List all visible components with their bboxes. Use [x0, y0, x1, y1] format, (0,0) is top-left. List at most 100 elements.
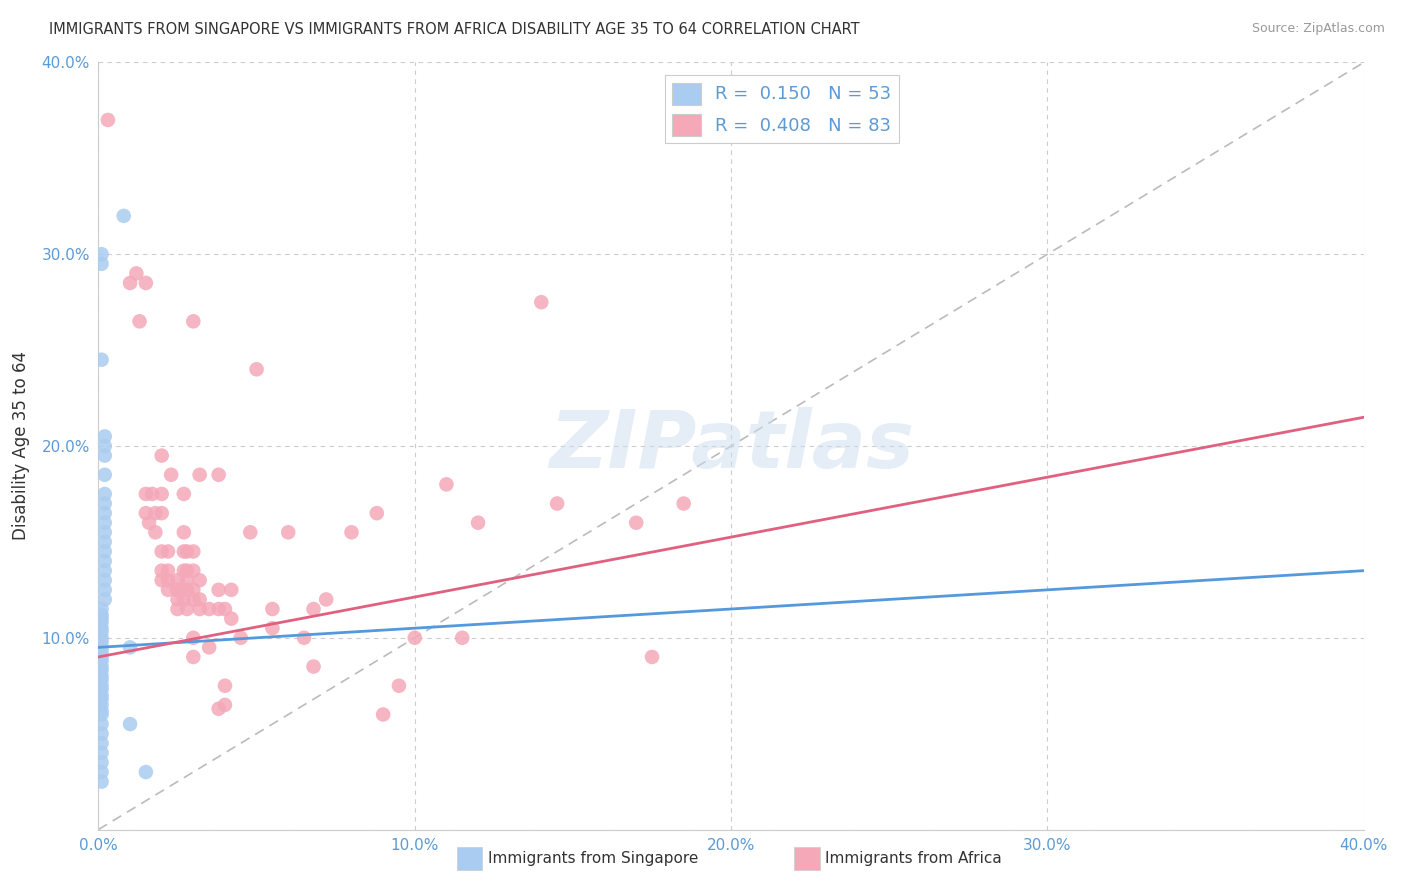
Point: [90, 717, 112, 731]
Point: [166, 582, 188, 597]
Point: [436, 477, 458, 491]
Point: [135, 487, 157, 501]
Point: [138, 516, 160, 530]
Point: [90, 352, 112, 367]
Point: [90, 644, 112, 658]
Point: [120, 276, 141, 290]
Point: [90, 664, 112, 678]
Point: [624, 516, 647, 530]
Point: [90, 612, 112, 626]
Point: [208, 602, 231, 616]
Point: [219, 582, 243, 597]
Point: [404, 631, 426, 645]
Point: [176, 582, 198, 597]
Point: [93, 429, 117, 443]
Legend: R =  0.150   N = 53, R =  0.408   N = 83: R = 0.150 N = 53, R = 0.408 N = 83: [665, 75, 898, 143]
Point: [90, 649, 112, 664]
Point: [93, 439, 117, 453]
Point: [530, 295, 553, 310]
Point: [157, 582, 180, 597]
Point: [90, 669, 112, 683]
Point: [93, 516, 117, 530]
Text: ZIPatlas: ZIPatlas: [548, 407, 914, 485]
Point: [90, 726, 112, 740]
Point: [188, 602, 211, 616]
Point: [150, 449, 173, 463]
Point: [214, 679, 236, 693]
Point: [90, 682, 112, 697]
Point: [90, 698, 112, 712]
Point: [229, 631, 252, 645]
Point: [173, 564, 195, 578]
Point: [112, 209, 135, 223]
Point: [93, 487, 117, 501]
Point: [93, 449, 117, 463]
Point: [120, 717, 141, 731]
Point: [183, 564, 205, 578]
Point: [176, 564, 198, 578]
Point: [371, 707, 394, 722]
Point: [198, 602, 221, 616]
Point: [90, 654, 112, 668]
Point: [262, 602, 284, 616]
Point: [183, 631, 205, 645]
Point: [90, 746, 112, 760]
Point: [93, 467, 117, 482]
Point: [90, 704, 112, 718]
Point: [90, 615, 112, 630]
Point: [166, 592, 188, 607]
Point: [90, 625, 112, 640]
Point: [125, 266, 148, 280]
Text: IMMIGRANTS FROM SINGAPORE VS IMMIGRANTS FROM AFRICA DISABILITY AGE 35 TO 64 CORR: IMMIGRANTS FROM SINGAPORE VS IMMIGRANTS …: [49, 22, 860, 37]
Point: [90, 631, 112, 645]
Point: [183, 592, 205, 607]
Point: [188, 574, 211, 588]
Point: [166, 602, 188, 616]
Point: [90, 607, 112, 622]
Point: [214, 698, 236, 712]
Point: [641, 649, 664, 664]
Point: [90, 659, 112, 673]
Point: [93, 592, 117, 607]
Point: [145, 525, 166, 540]
Text: Source: ZipAtlas.com: Source: ZipAtlas.com: [1251, 22, 1385, 36]
Point: [93, 544, 117, 558]
Point: [141, 487, 163, 501]
Point: [93, 554, 117, 568]
Point: [93, 535, 117, 549]
Point: [157, 574, 180, 588]
Point: [176, 574, 198, 588]
Point: [183, 544, 205, 558]
Point: [150, 574, 173, 588]
Point: [135, 765, 157, 780]
Point: [93, 574, 117, 588]
Point: [208, 582, 231, 597]
Point: [90, 257, 112, 271]
Point: [546, 496, 568, 510]
Point: [145, 506, 166, 520]
Point: [90, 247, 112, 261]
Point: [173, 544, 195, 558]
Point: [262, 621, 284, 635]
Text: Immigrants from Singapore: Immigrants from Singapore: [488, 851, 699, 866]
Point: [166, 574, 188, 588]
Point: [90, 756, 112, 770]
Point: [292, 631, 315, 645]
Point: [173, 487, 195, 501]
Point: [135, 506, 157, 520]
Point: [128, 314, 150, 328]
Point: [467, 516, 489, 530]
Point: [160, 467, 183, 482]
Point: [90, 689, 112, 703]
Point: [214, 602, 236, 616]
Point: [150, 544, 173, 558]
Point: [93, 582, 117, 597]
Point: [198, 640, 221, 655]
Point: [93, 496, 117, 510]
Y-axis label: Disability Age 35 to 64: Disability Age 35 to 64: [13, 351, 31, 541]
Point: [173, 582, 195, 597]
Point: [219, 612, 243, 626]
Point: [90, 736, 112, 750]
Point: [90, 679, 112, 693]
Point: [90, 634, 112, 648]
